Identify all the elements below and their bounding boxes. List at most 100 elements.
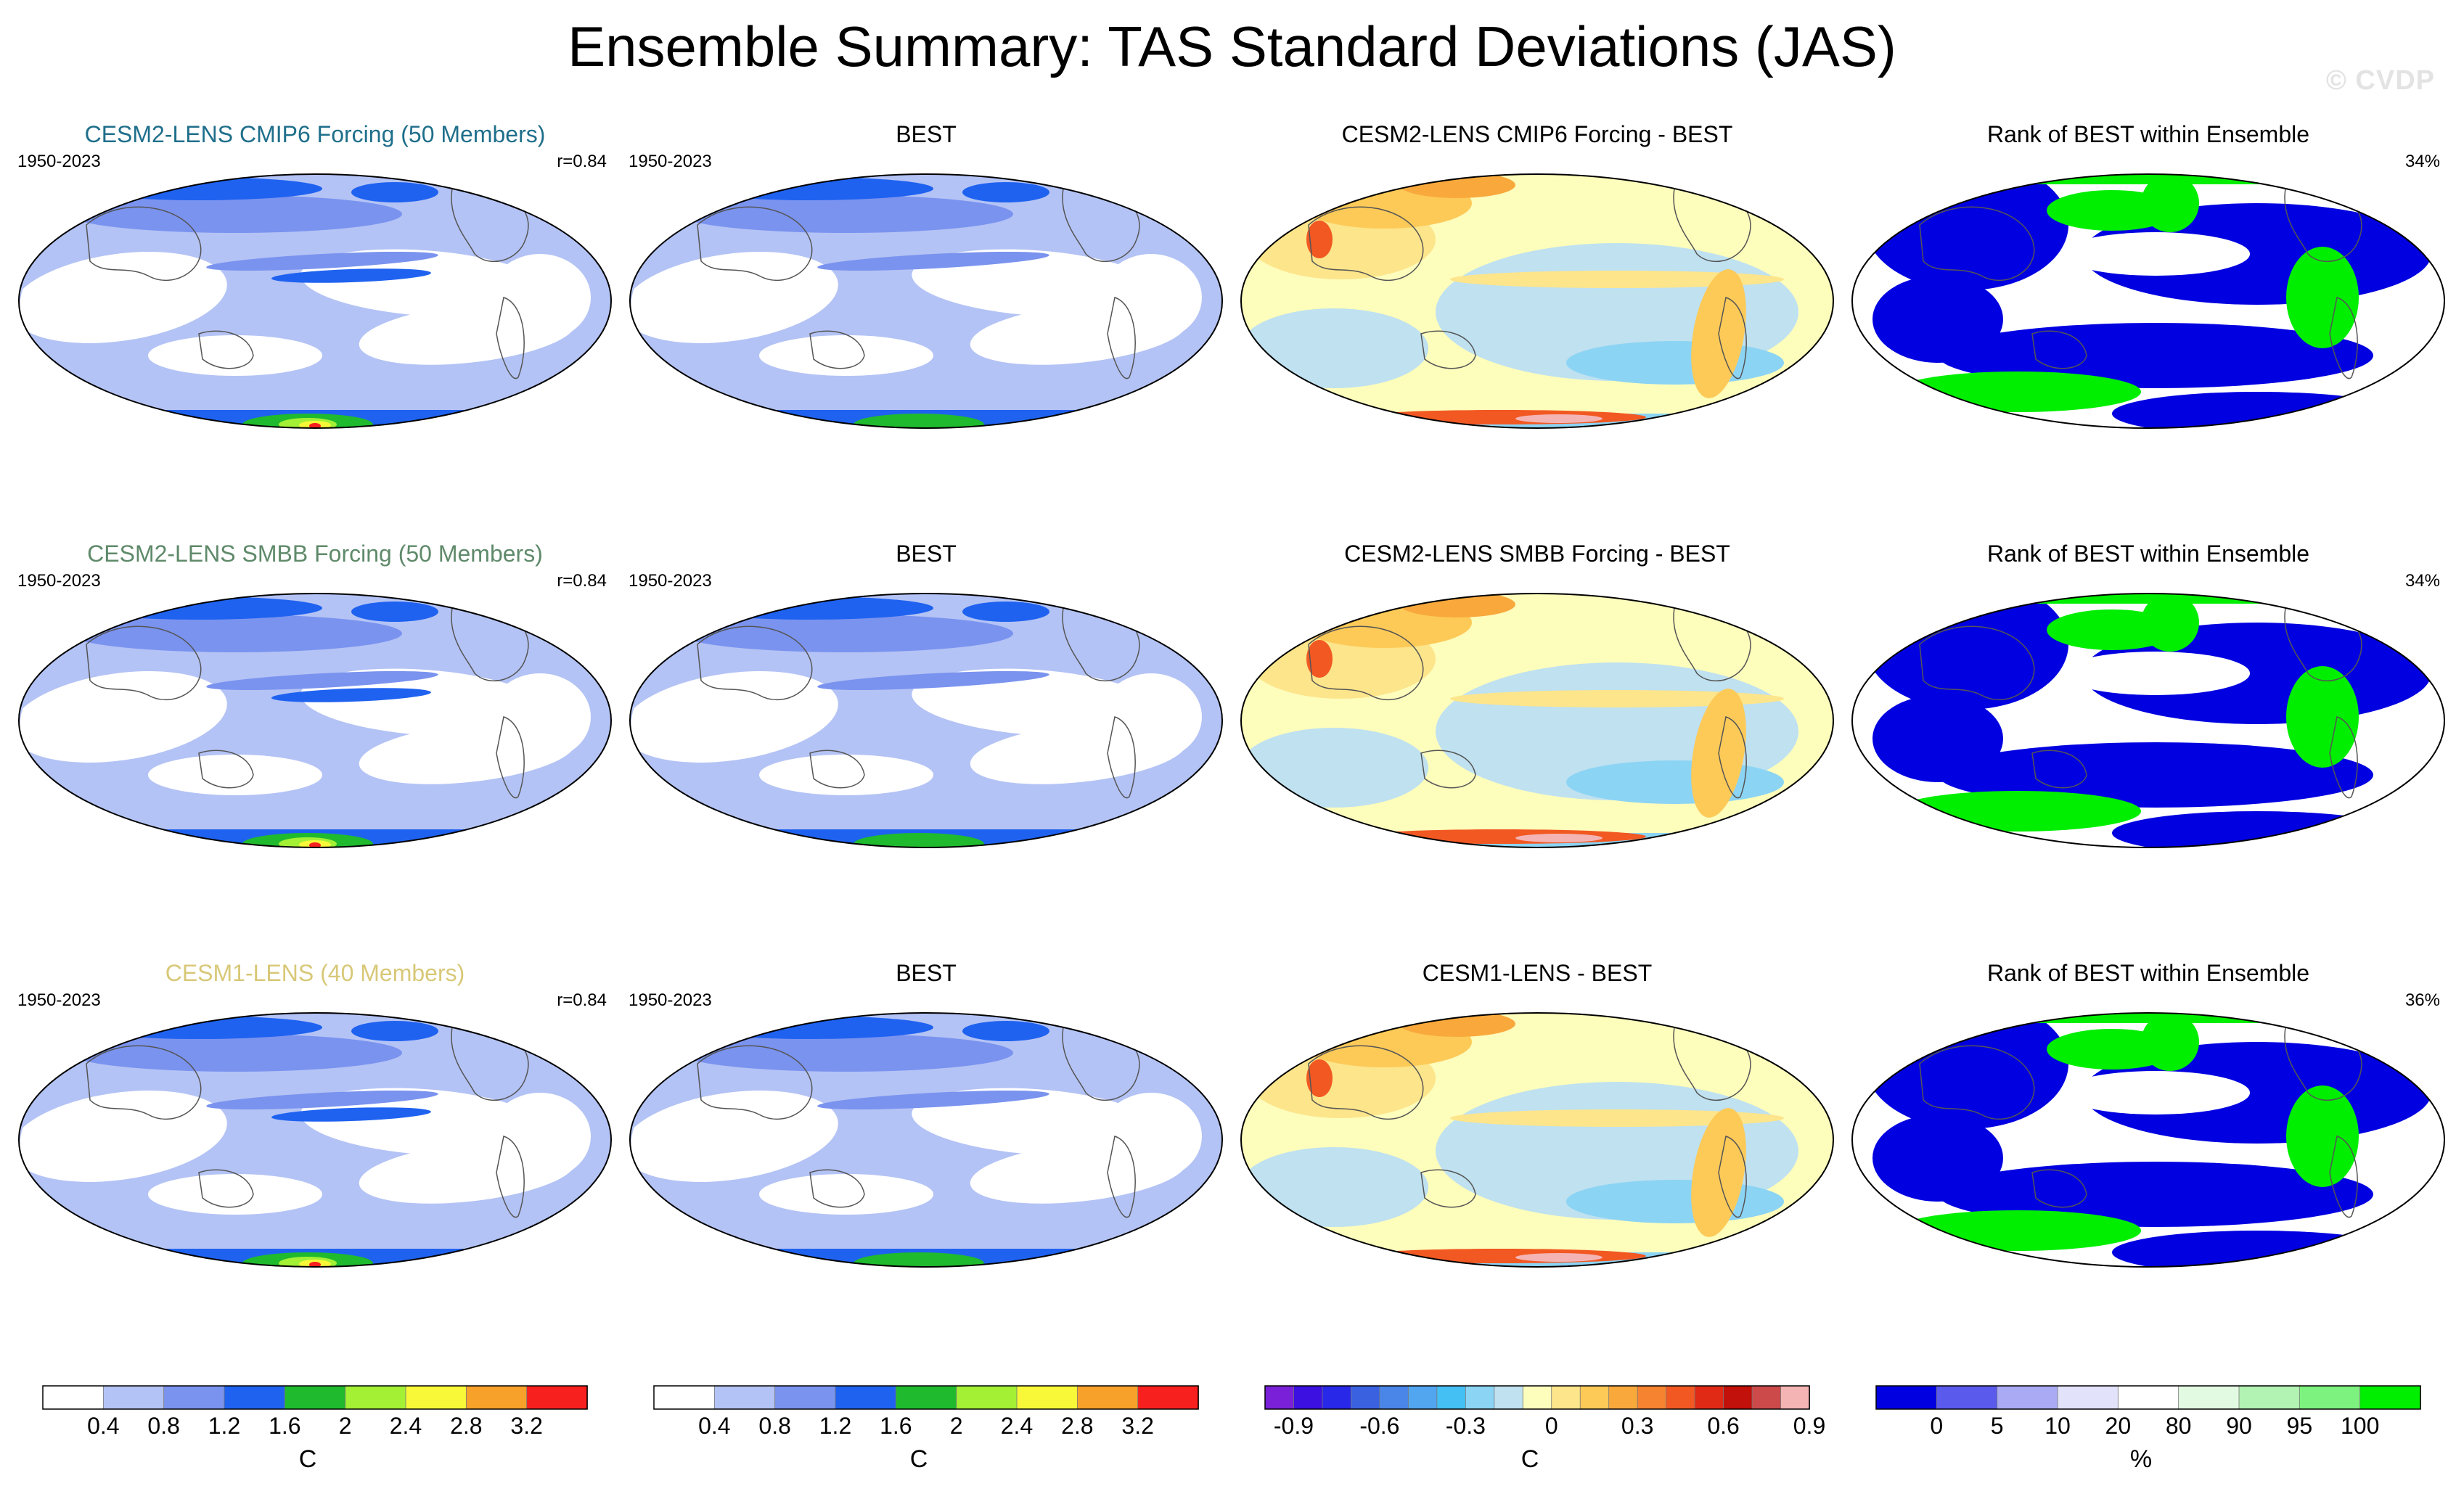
field-patch (11, 1091, 227, 1182)
field-patch (206, 251, 438, 271)
period-label: 1950-2023 (629, 571, 712, 591)
field-patch (759, 335, 933, 376)
colorbar-tick-label: -0.6 (1359, 1413, 1399, 1439)
colorbar-tick-label: -0.3 (1446, 1413, 1486, 1439)
colorbar-tick-label: 10 (2045, 1413, 2071, 1439)
colorbar-tick-label: 1.6 (269, 1413, 300, 1439)
colorbar-swatch (1436, 1385, 1467, 1410)
colorbar-3: -0.9 -0.6 -0.3 0 0.3 0.6 0.9 C (1264, 1385, 1825, 1473)
colorbar-tick-label: 90 (2226, 1413, 2252, 1439)
field-patch (817, 1090, 1049, 1110)
colorbar-tick-label: 0.4 (698, 1413, 730, 1439)
field-patch (854, 833, 984, 847)
panel-title: CESM1-LENS (40 Members) (165, 960, 465, 986)
colorbar-swatch (1997, 1385, 2058, 1410)
colorbar-tick-label: 5 (1991, 1413, 2004, 1439)
map (622, 1012, 1223, 1268)
colorbar-swatch (1694, 1385, 1724, 1410)
map-border (1851, 173, 2445, 429)
field-patch (206, 670, 438, 691)
field-patch (1566, 760, 1784, 804)
coastline (1308, 1022, 1751, 1218)
colorbar-tick-label: 1.2 (819, 1413, 851, 1439)
panel-obs-row-3: BEST 1950-2023 (622, 960, 1223, 1268)
colorbar-tick-label: 3.2 (510, 1413, 542, 1439)
colorbar-swatch (1936, 1385, 1998, 1410)
colorbar-swatch (465, 1385, 528, 1410)
colorbar-tick-label: 2 (950, 1413, 963, 1439)
field-patch (68, 195, 402, 233)
field-patch (1100, 1093, 1202, 1180)
field-patch (1515, 1253, 1603, 1262)
field-patch (679, 615, 1013, 652)
colorbar-tick-label: 3.2 (1121, 1413, 1153, 1439)
field-patch (2112, 1231, 2402, 1267)
colorbar-tick-label: 0.6 (1707, 1413, 1739, 1439)
field-patch (1894, 791, 2141, 832)
panel-title: CESM2-LENS CMIP6 Forcing (50 Members) (85, 121, 546, 147)
field-patch (2141, 174, 2199, 232)
field-patch (817, 251, 1049, 271)
field-patch (11, 252, 227, 343)
colorbar-swatch (1322, 1385, 1352, 1410)
field-patch (75, 596, 322, 620)
colorbar-swatch (284, 1385, 346, 1410)
panel-title: Rank of BEST within Ensemble (1987, 541, 2309, 567)
colorbar-swatch (1780, 1385, 1810, 1410)
period-label: 1950-2023 (629, 152, 712, 171)
colorbar-tick-label: 0.8 (758, 1413, 790, 1439)
cvdp-watermark: © CVDP (2325, 65, 2435, 96)
field-patch (2286, 1085, 2359, 1187)
coastline (1919, 1022, 2362, 1218)
field-patch (1938, 323, 2373, 388)
colorbar-tick-label: 0 (1545, 1413, 1558, 1439)
colorbar-unit: % (2130, 1445, 2152, 1473)
panel-diff-row-1: CESM2-LENS CMIP6 Forcing - BEST (1240, 121, 1834, 429)
panel-title: Rank of BEST within Ensemble (1987, 960, 2309, 986)
panel-seq-row-2: CESM2-LENS SMBB Forcing (50 Members) 1950… (11, 541, 612, 848)
map-border (18, 173, 612, 429)
panel-rank-row-2: Rank of BEST within Ensemble 34% (1851, 541, 2445, 848)
panel-title: BEST (896, 121, 957, 147)
panel-title: CESM2-LENS SMBB Forcing - BEST (1344, 541, 1730, 567)
field-patch (687, 1016, 933, 1039)
panel-rank-row-1: Rank of BEST within Ensemble 34% (1851, 121, 2445, 429)
arctic-band (1852, 1013, 2444, 1023)
panel-title: CESM1-LENS - BEST (1423, 960, 1653, 986)
map (1851, 593, 2445, 848)
colorbar-swatch (1751, 1385, 1782, 1410)
field-patch (1306, 221, 1333, 258)
panel-title: CESM2-LENS CMIP6 Forcing - BEST (1342, 121, 1733, 147)
field-patch (687, 177, 933, 200)
colorbar-2: 0.4 0.8 1.2 1.6 2 2.4 2.8 3.2 C (653, 1385, 1199, 1473)
colorbar-swatch (1608, 1385, 1639, 1410)
colorbar-swatch (1666, 1385, 1696, 1410)
colorbar-frame (653, 1385, 1199, 1410)
field-patch (431, 414, 533, 428)
arctic-band (1852, 594, 2444, 604)
colorbar-swatch (774, 1385, 836, 1410)
field-patch (489, 1093, 591, 1180)
pattern-correlation: r=0.84 (557, 152, 607, 171)
coastline (697, 603, 1140, 799)
colorbar-tick-label: 0.4 (87, 1413, 119, 1439)
colorbar-4: 0 5 10 20 80 90 95 100% (1875, 1385, 2421, 1473)
coastline (697, 1022, 1140, 1218)
colorbar-swatch (42, 1385, 105, 1410)
coastline (1919, 603, 2362, 799)
colorbar-tick-label: 2.8 (1061, 1413, 1093, 1439)
colorbar-frame (1875, 1385, 2421, 1410)
field-patch (622, 252, 838, 343)
colorbar-tick-label: 1.6 (880, 1413, 912, 1439)
field-patch (2061, 232, 2250, 276)
field-patch (1356, 829, 1646, 844)
panel-title: BEST (896, 541, 957, 567)
colorbar-swatch (1465, 1385, 1495, 1410)
field-patch (912, 249, 1158, 317)
field-patch (300, 249, 547, 317)
map-border (1240, 173, 1834, 429)
colorbar-swatch (1875, 1385, 1938, 1410)
coastline (1919, 184, 2362, 379)
field-patch (1100, 254, 1202, 341)
